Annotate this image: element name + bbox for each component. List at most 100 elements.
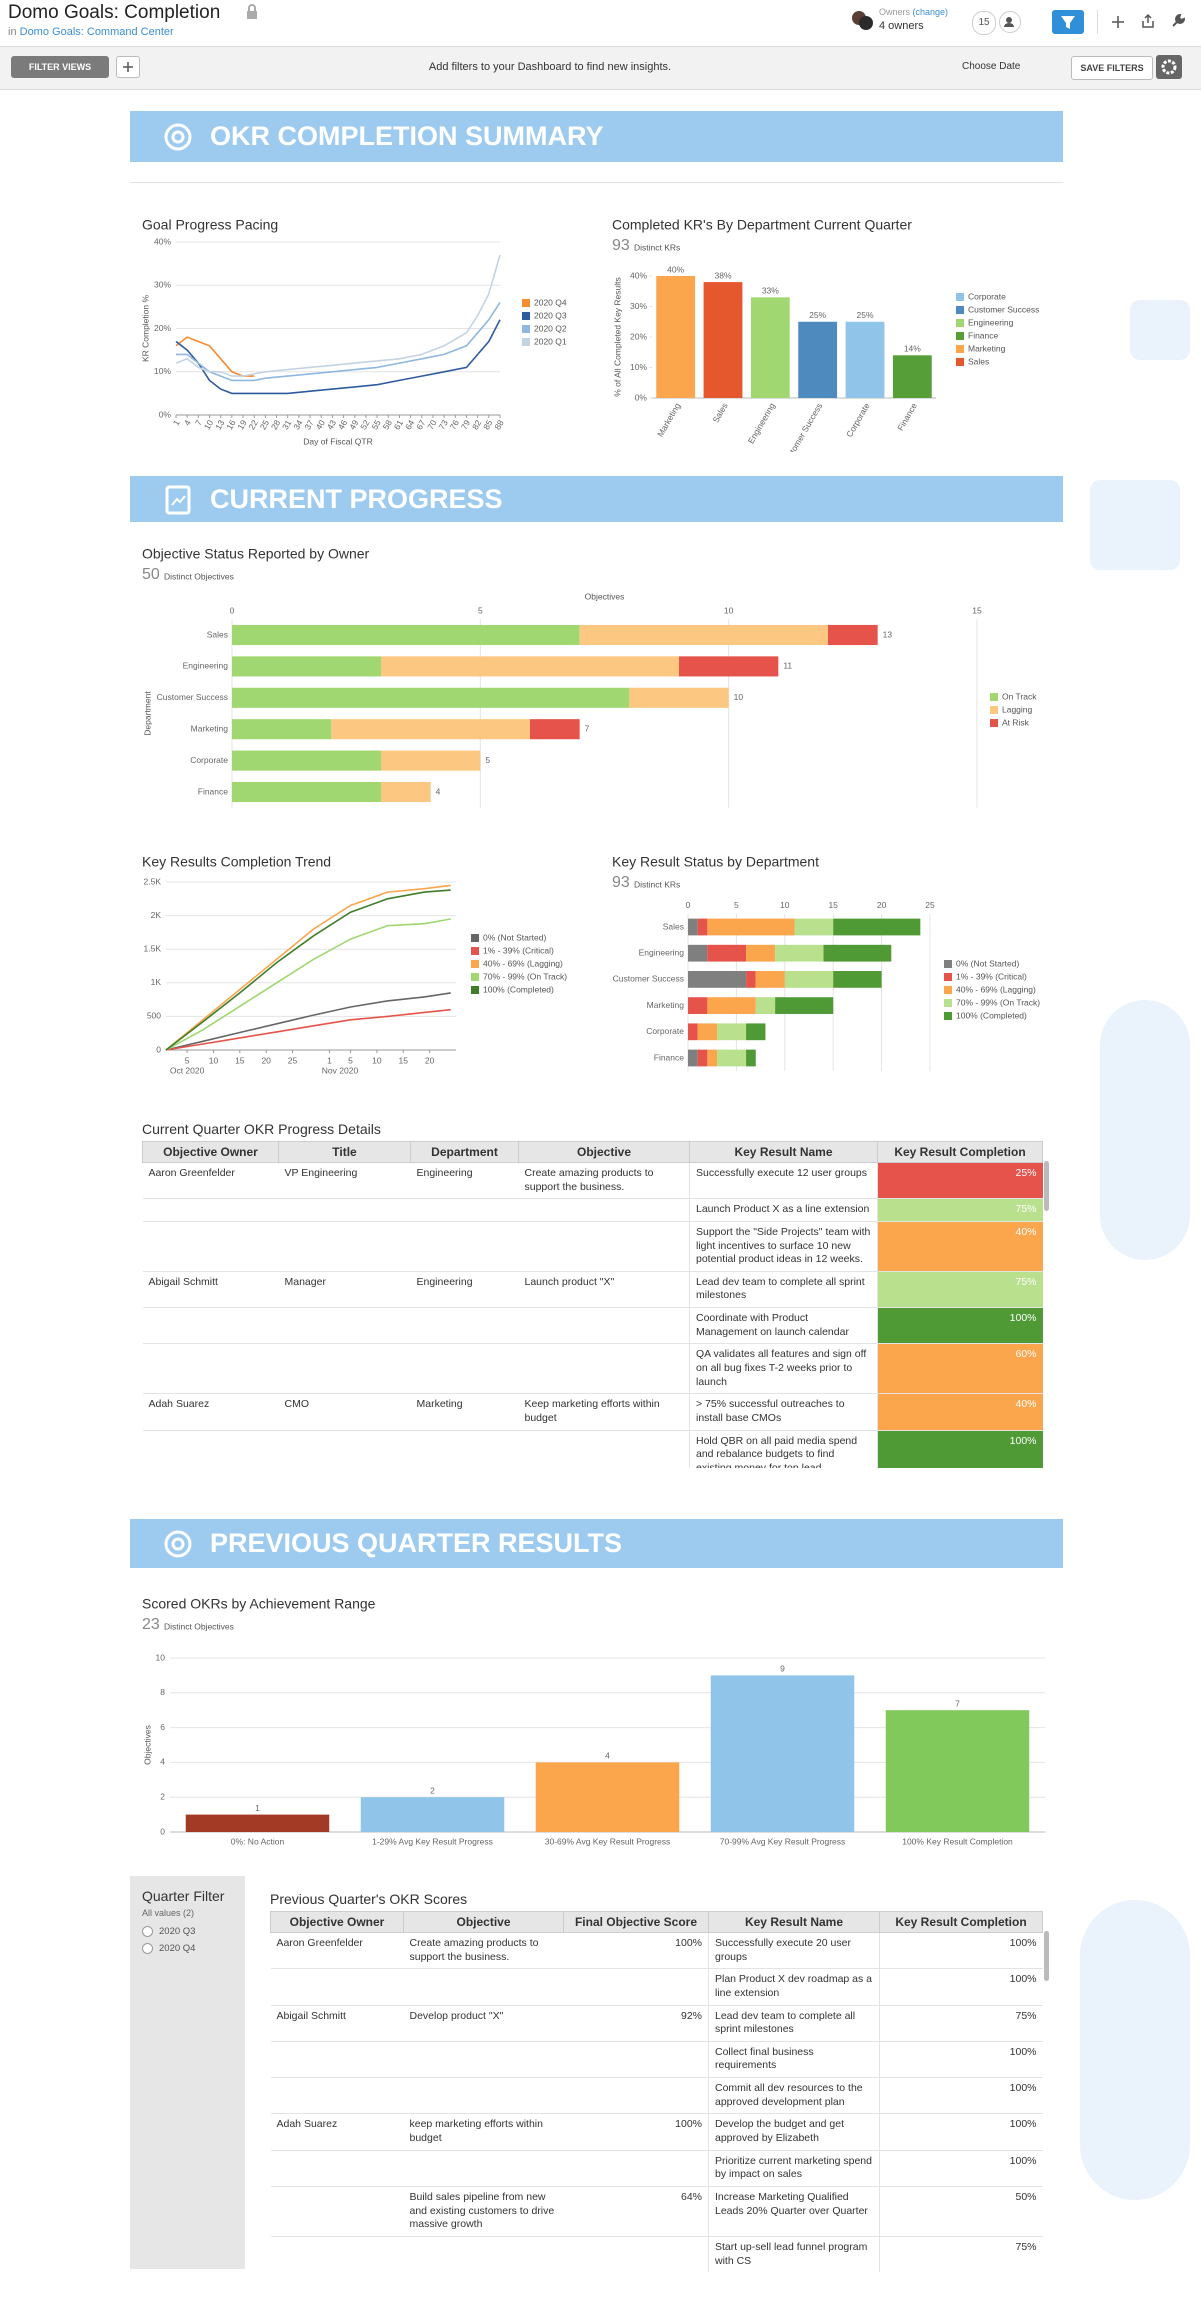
column-header[interactable]: Objective Owner (142, 1141, 279, 1163)
legend-swatch (471, 973, 479, 981)
y-tick-label: Sales (663, 921, 684, 931)
x-tick-label: 46 (336, 418, 350, 431)
legend-label: At Risk (1002, 717, 1030, 727)
x-axis-label: Objectives (585, 592, 625, 602)
x-tick-label: 61 (392, 418, 406, 431)
column-header[interactable]: Key Result Completion (879, 1911, 1043, 1933)
bar (360, 1797, 505, 1832)
table-cell: 100% (879, 2150, 1043, 2187)
empty-cell (403, 2150, 564, 2187)
table-row: Adah Suarez CMO Marketing Keep marketing ef… (142, 1393, 1043, 1431)
breadcrumb-link[interactable]: Domo Goals: Command Center (19, 26, 174, 38)
add-icon[interactable] (1110, 14, 1126, 30)
column-header[interactable]: Objective (403, 1911, 564, 1933)
x-tick-label: 70-99% Avg Key Result Progress (720, 1836, 846, 1846)
series-line (165, 884, 451, 1051)
bar-segment (688, 944, 708, 962)
y-tick-label: Engineering (183, 661, 229, 671)
filter-button[interactable] (1052, 10, 1084, 34)
x-tick-label: 15 (828, 900, 838, 910)
x-axis-label: Day of Fiscal QTR (303, 436, 372, 446)
table-cell: 100% (879, 1932, 1043, 1970)
series-line (165, 992, 451, 1051)
total-label: 5 (485, 755, 490, 765)
x-tick-label: 10 (372, 1055, 382, 1065)
column-header[interactable]: Objective Owner (270, 1911, 404, 1933)
y-tick-label: Customer Success (157, 692, 228, 702)
table-cell: Launch Product X as a line extension (689, 1198, 878, 1222)
bar-segment (717, 1049, 747, 1067)
bar-segment (755, 997, 776, 1014)
empty-cell (518, 1430, 690, 1468)
y-tick-label: Sales (207, 629, 228, 639)
x-tick-label: 7 (193, 418, 204, 427)
table-cell: 100% (879, 2113, 1043, 2151)
bar-segment (232, 781, 381, 803)
breadcrumb-prefix: in (8, 26, 17, 38)
bar-segment (579, 624, 828, 646)
table-row: Abigail Schmitt Develop product "X" 92% Lea… (270, 2005, 1043, 2042)
column-header[interactable]: Final Objective Score (563, 1911, 709, 1933)
people-icon[interactable] (999, 11, 1021, 33)
header-row: Objective Owner Objective Final Objective … (270, 1911, 1043, 1933)
bar (185, 1814, 330, 1832)
column-header[interactable]: Department (410, 1141, 519, 1163)
table-cell: 100% (877, 1430, 1043, 1468)
table-cell: Aaron Greenfelder (270, 1932, 404, 1970)
filter-views-button[interactable]: FILTER VIEWS (11, 56, 109, 78)
chart-title: Goal Progress Pacing (142, 217, 278, 233)
owners: Owners (change) (879, 7, 948, 17)
column-header[interactable]: Key Result Name (708, 1911, 880, 1933)
chart: Scored OKRs by Achievement Range 23 Distin… (130, 1587, 1063, 1861)
x-tick-label: 64 (403, 418, 417, 431)
x-tick-label: 58 (381, 418, 395, 431)
data-label: 9 (780, 1664, 785, 1674)
x-tick-label: 1 (171, 418, 182, 427)
bar-segment (381, 781, 431, 803)
bar-segment (746, 971, 756, 988)
table-card: Previous Quarter's OKR Scores Objective O… (255, 1876, 1063, 2272)
quarter-option[interactable]: 2020 Q3 (142, 1926, 195, 1937)
settings-button[interactable] (1156, 55, 1182, 79)
quarter-option[interactable]: 2020 Q4 (142, 1943, 195, 1954)
column-header[interactable]: Objective (518, 1141, 690, 1163)
table-cell: 100% (879, 2077, 1043, 2115)
target-inner (171, 1537, 185, 1550)
x-tick-label: 67 (414, 418, 428, 431)
bar-segment (688, 918, 698, 936)
choose-date[interactable]: Choose Date (962, 61, 1020, 72)
table-cell: Plan Product X dev roadmap as a line ext… (708, 1968, 880, 2006)
add-filter-icon (123, 62, 133, 72)
wrench-icon[interactable] (1170, 13, 1186, 29)
table-cell: > 75% successful outreaches to install b… (689, 1393, 878, 1431)
quarter-filter-title: Quarter Filter (142, 1888, 225, 1904)
table-cell: 100% (563, 2113, 709, 2151)
gear (1161, 59, 1177, 75)
add-filter-button[interactable] (116, 56, 140, 78)
x-tick-label: Corporate (844, 401, 872, 439)
data-label: 2 (430, 1785, 435, 1795)
total-label: 13 (883, 629, 893, 639)
y-tick-label: 0 (160, 1826, 165, 1836)
column-header[interactable]: Key Result Name (689, 1141, 878, 1163)
empty-cell (403, 2236, 564, 2272)
owners-change[interactable]: (change) (912, 7, 949, 17)
bar-segment (833, 918, 921, 936)
decoration (1130, 300, 1190, 360)
save-filters-button[interactable]: SAVE FILTERS (1071, 56, 1153, 80)
x-tick-label: 1 (327, 1055, 332, 1065)
bar-segment (775, 944, 824, 962)
share-icon[interactable] (1140, 13, 1156, 29)
y-tick-label: 4 (160, 1757, 165, 1767)
badge[interactable]: 15 (972, 11, 996, 35)
target-inner (171, 130, 185, 143)
column-header[interactable]: Key Result Completion (877, 1141, 1043, 1163)
table-cell: Marketing (410, 1393, 519, 1431)
table-cell: Manager (278, 1271, 411, 1309)
column-header[interactable]: Title (278, 1141, 411, 1163)
x-tick-label: 43 (325, 418, 339, 431)
y-tick-label: 40% (630, 270, 647, 280)
count: 93 (612, 237, 630, 254)
table-row: Hold QBR on all paid media spend and reb… (142, 1430, 1043, 1468)
